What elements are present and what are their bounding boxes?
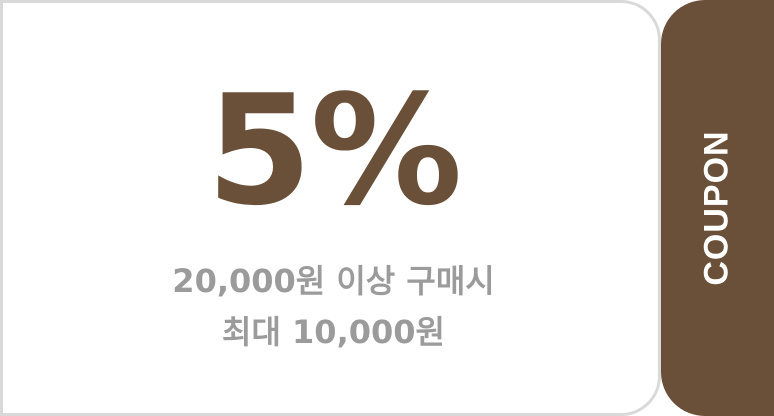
coupon-tab-label: COUPON — [697, 130, 736, 286]
coupon-body: 5% 20,000원 이상 구매시 최대 10,000원 — [0, 0, 661, 416]
max-discount: 최대 10,000원 — [222, 313, 445, 351]
purchase-condition: 20,000원 이상 구매시 — [172, 262, 495, 300]
coupon-tab: COUPON — [661, 0, 774, 416]
discount-value: 5% — [206, 62, 462, 239]
